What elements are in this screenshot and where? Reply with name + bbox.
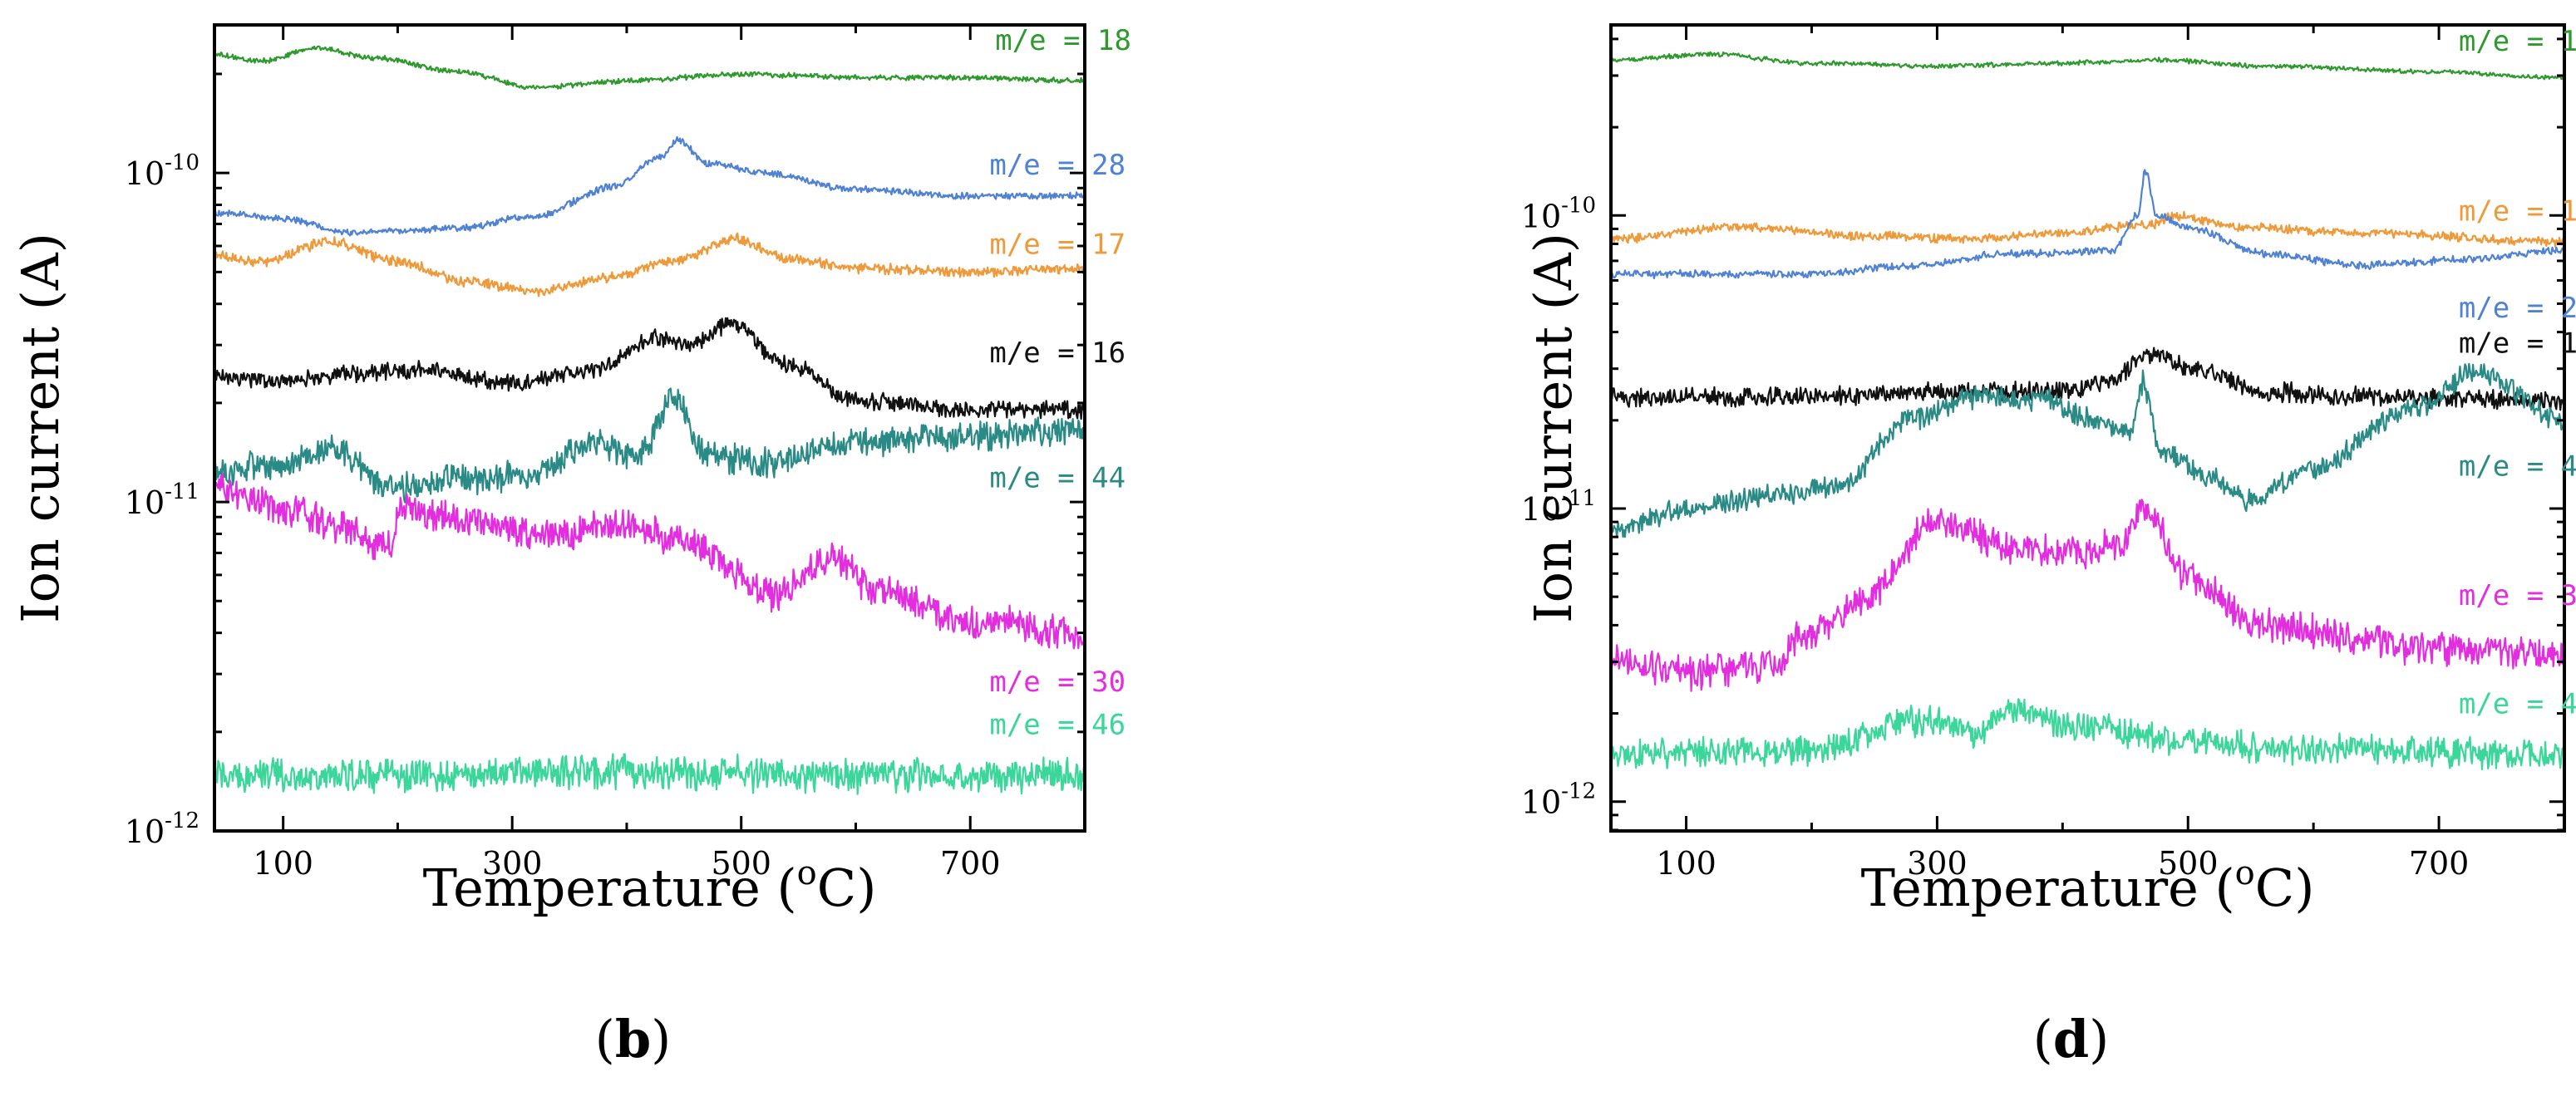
chart-panel-b: 100 300 500 700 10-10 10-11 10-12 m/e = 18 m/e =… xyxy=(10,23,1131,1069)
series-label: m/e = 46 xyxy=(989,708,1125,741)
series-label: m/e = 44 xyxy=(989,461,1125,494)
x-tick-label: 500 xyxy=(2158,845,2219,882)
series-line-m46 xyxy=(1611,698,2564,771)
x-tick-label: 300 xyxy=(1907,845,1968,882)
y-tick-label: 10-12 xyxy=(125,809,199,850)
y-tick-label: 10-10 xyxy=(1521,193,1596,234)
x-tick-label: 100 xyxy=(253,845,313,882)
x-axis-title: Temperature (oC) xyxy=(423,854,877,918)
series-label: m/e = 17 xyxy=(989,228,1125,261)
y-tick-label: 10-10 xyxy=(125,150,199,192)
x-tick-label: 300 xyxy=(482,845,543,882)
series-line-m18 xyxy=(214,45,1085,91)
x-tick-label: 700 xyxy=(2409,845,2470,882)
series-label: m/e = 46 xyxy=(2459,687,2576,720)
series-label: m/e = 18 xyxy=(2459,25,2576,58)
series-group xyxy=(1611,51,2564,771)
y-tick-label: 10-11 xyxy=(1521,486,1596,528)
series-group xyxy=(214,45,1085,795)
series-line-m46 xyxy=(214,753,1085,795)
x-tick-label: 500 xyxy=(711,845,771,882)
x-axis-title: Temperature (oC) xyxy=(1861,854,2315,918)
panel-label: (d) xyxy=(2033,1009,2110,1069)
y-axis-title: Ion current (A) xyxy=(1523,233,1584,623)
series-label: m/e = 28 xyxy=(989,149,1125,182)
series-line-m44 xyxy=(214,387,1085,504)
series-line-m28 xyxy=(214,135,1085,237)
series-label: m/e = 16 xyxy=(2459,327,2576,360)
series-line-m28 xyxy=(1611,169,2564,280)
y-tick-label: 10-12 xyxy=(1521,779,1596,821)
series-line-m16 xyxy=(214,317,1085,420)
series-line-m44 xyxy=(1611,362,2564,538)
x-tick-label: 700 xyxy=(940,845,1001,882)
plot-frame xyxy=(1609,23,2566,833)
series-label: m/e = 30 xyxy=(989,666,1125,699)
x-tick-label: 100 xyxy=(1656,845,1717,882)
y-tick-label: 10-11 xyxy=(125,479,199,521)
y-axis-title: Ion current (A) xyxy=(10,233,71,623)
series-label: m/e = 18 xyxy=(995,24,1131,57)
chart-panel-d: 100 300 500 700 10-10 10-11 10-12 m/e = 18 m/e =… xyxy=(1521,23,2576,1069)
series-label: m/e = 16 xyxy=(989,337,1125,370)
series-label: m/e = 44 xyxy=(2459,450,2576,484)
series-label: m/e = 30 xyxy=(2459,579,2576,612)
plot-frame xyxy=(213,23,1086,833)
series-line-m16 xyxy=(1611,347,2564,412)
series-line-m18 xyxy=(1611,51,2564,81)
panel-label: (b) xyxy=(595,1009,672,1069)
series-label: m/e = 17 xyxy=(2459,195,2576,229)
series-line-m30 xyxy=(1611,499,2564,692)
series-label: m/e = 28 xyxy=(2459,292,2576,325)
series-line-m30 xyxy=(214,473,1085,650)
series-line-m17 xyxy=(214,232,1085,297)
series-line-m17 xyxy=(1611,210,2564,248)
